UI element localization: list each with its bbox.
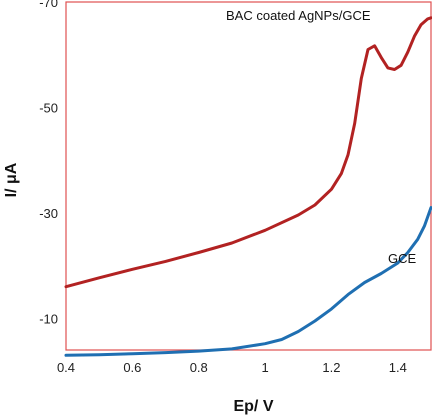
x-tick-label: 1 xyxy=(261,360,268,375)
y-tick-label: -30 xyxy=(39,206,58,221)
y-tick-label: -50 xyxy=(39,100,58,115)
x-tick-labels: 0.4 0.6 0.8 1 1.2 1.4 xyxy=(57,360,407,375)
y-tick-label: -10 xyxy=(39,311,58,326)
y-tick-labels: -70 -50 -30 -10 xyxy=(39,0,58,326)
annotation-bac-coated: BAC coated AgNPs/GCE xyxy=(226,8,371,23)
x-tick-label: 1.4 xyxy=(389,360,407,375)
series-lines xyxy=(64,16,432,357)
y-axis-label: I/ μA xyxy=(3,162,20,197)
y-tick-label: -70 xyxy=(39,0,58,10)
x-tick-label: 0.8 xyxy=(190,360,208,375)
series-line-bac-coated-agnps-gce xyxy=(64,16,432,289)
annotation-gce: GCE xyxy=(388,251,417,266)
x-tick-label: 0.4 xyxy=(57,360,75,375)
series-line-gce xyxy=(64,206,432,357)
x-tick-label: 0.6 xyxy=(123,360,141,375)
x-axis-label: Ep/ V xyxy=(233,398,273,415)
x-tick-label: 1.2 xyxy=(322,360,340,375)
plot-frame xyxy=(65,1,432,351)
